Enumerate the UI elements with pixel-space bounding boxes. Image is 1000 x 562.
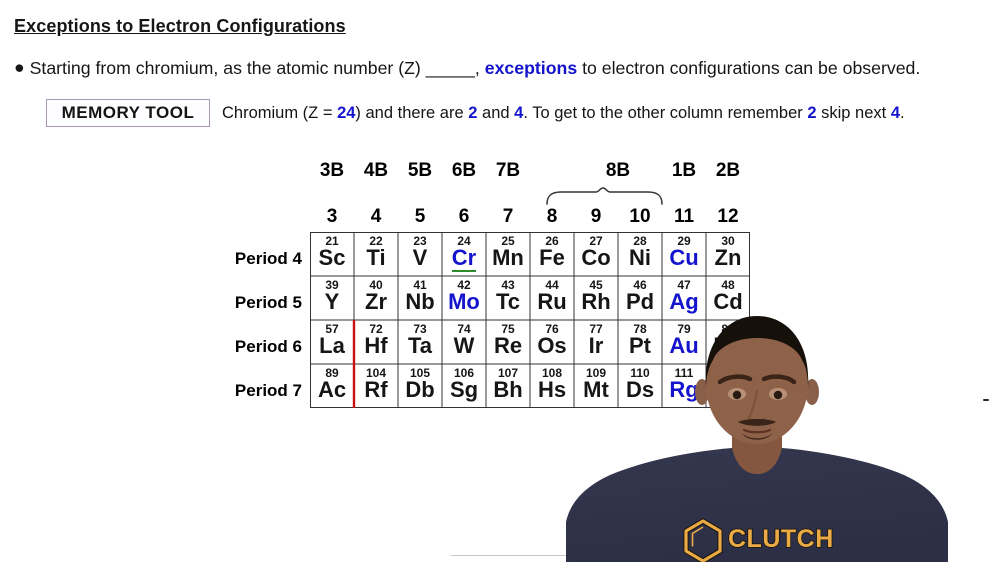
svg-text:CLUTCH: CLUTCH — [728, 525, 834, 553]
